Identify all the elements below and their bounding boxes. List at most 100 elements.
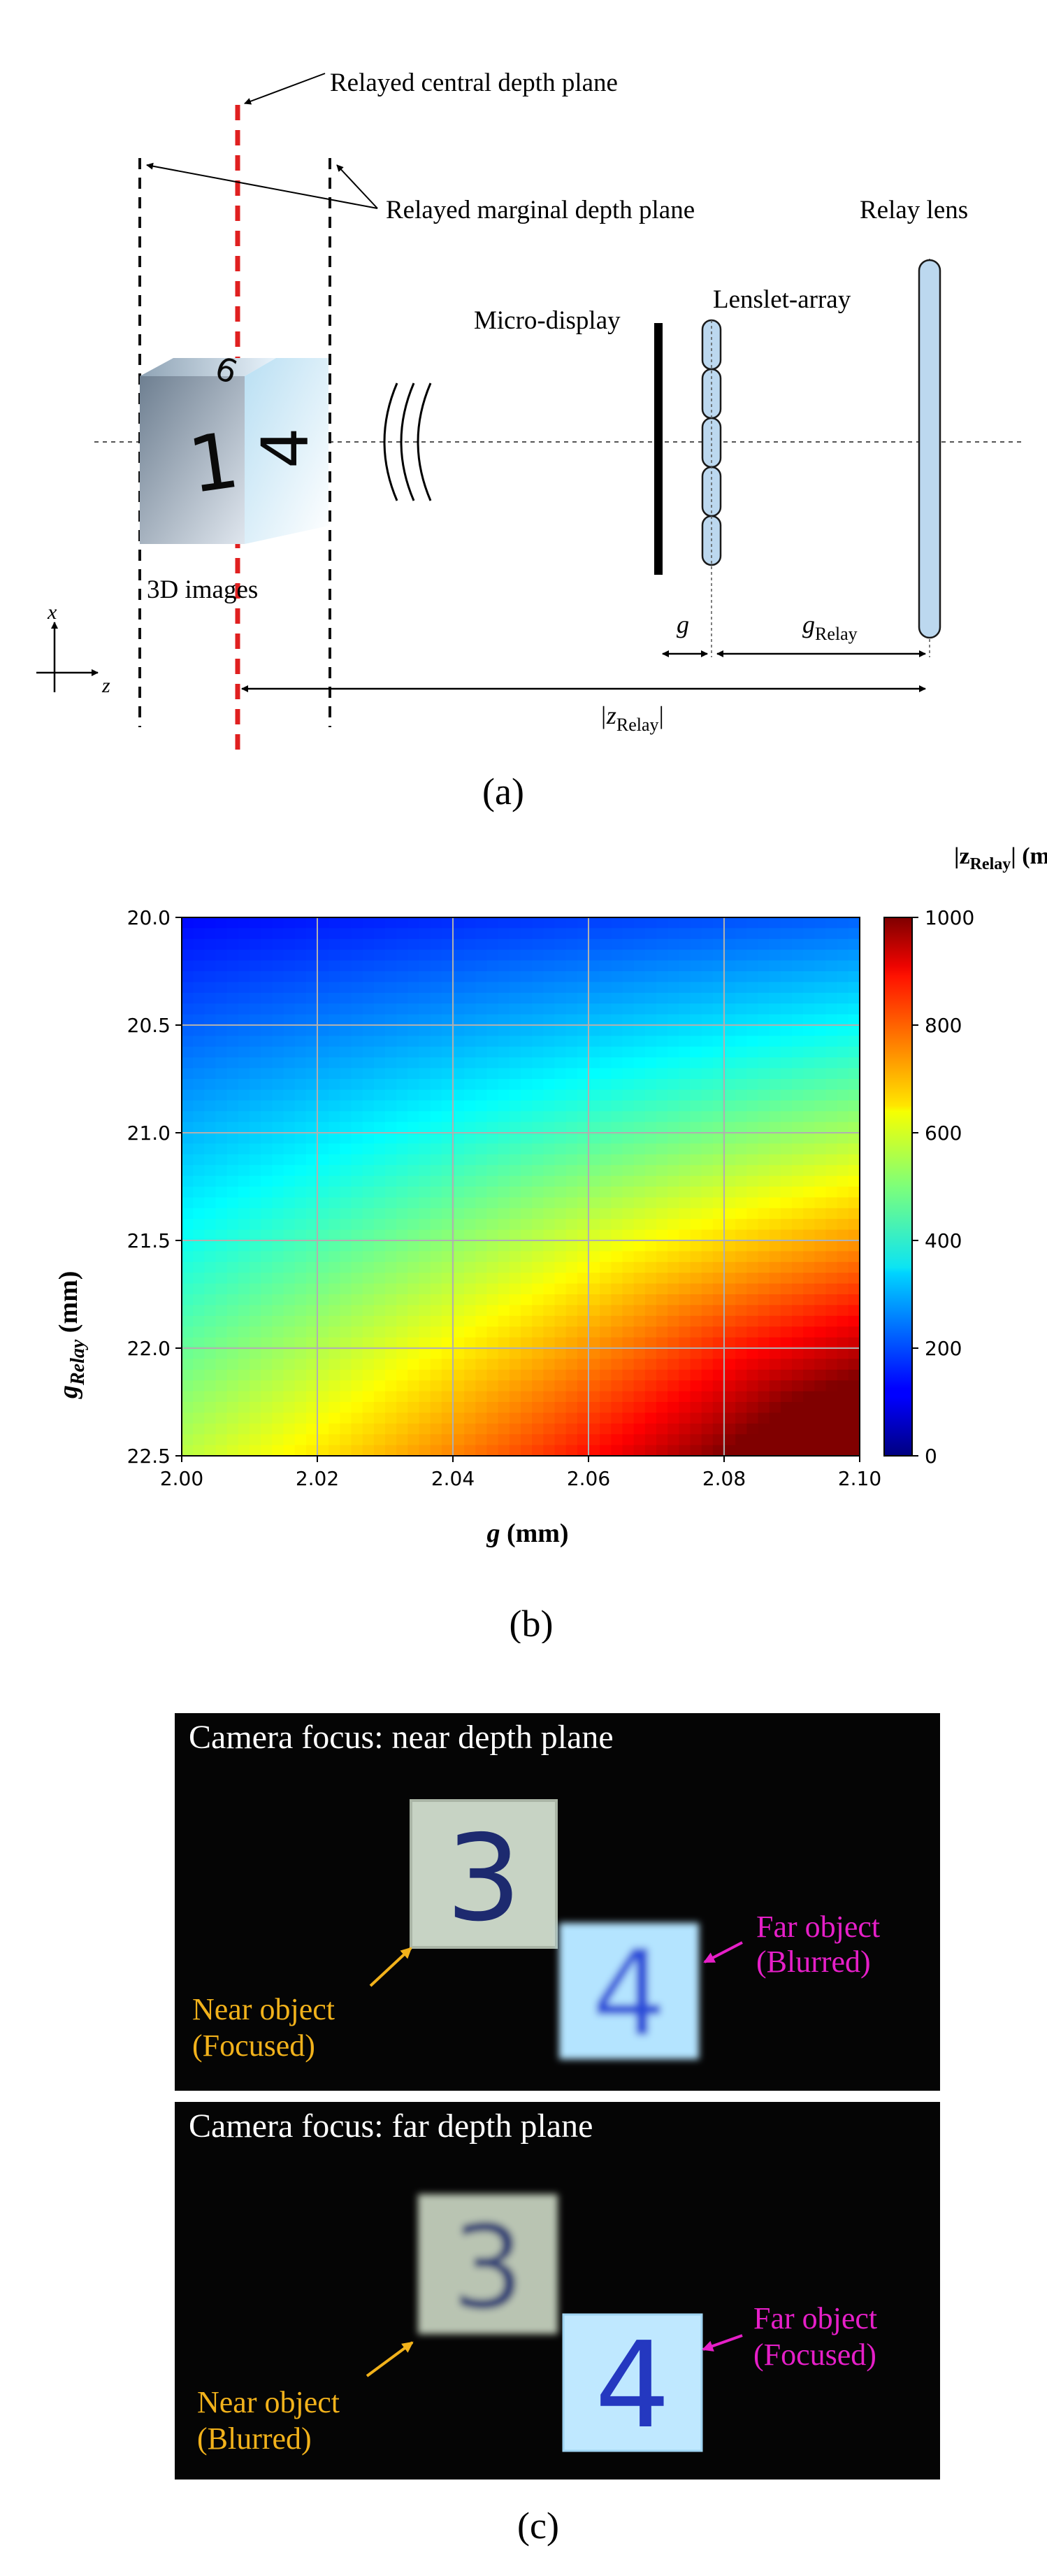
heatmap-cell <box>792 1068 804 1080</box>
heatmap-cell <box>294 1089 307 1101</box>
heatmap-cell <box>430 1219 442 1231</box>
heatmap-cell <box>758 1133 770 1144</box>
heatmap-cell <box>498 950 510 961</box>
heatmap-cell <box>565 1294 578 1305</box>
heatmap-cell <box>690 1068 702 1080</box>
heatmap-cell <box>780 1337 793 1349</box>
heatmap-cell <box>712 1122 725 1133</box>
heatmap-cell <box>679 1283 691 1295</box>
heatmap-cell <box>554 1294 567 1305</box>
heatmap-cell <box>453 1122 465 1133</box>
heatmap-cell <box>272 960 284 972</box>
heatmap-cell <box>250 1133 261 1144</box>
heatmap-cell <box>182 1326 194 1338</box>
heatmap-cell <box>803 1219 815 1231</box>
heatmap-cell <box>679 1089 691 1101</box>
far-label-top-1: Far object <box>756 1910 880 1944</box>
heatmap-cell <box>521 982 533 994</box>
heatmap-cell <box>735 1175 747 1187</box>
heatmap-cell <box>532 1283 544 1295</box>
heatmap-cell <box>283 1337 296 1349</box>
heatmap-cell <box>261 1133 273 1144</box>
heatmap-cell <box>283 1294 296 1305</box>
heatmap-cell <box>532 1391 544 1403</box>
heatmap-cell <box>193 982 205 994</box>
heatmap-cell <box>690 982 702 994</box>
heatmap-cell <box>792 1197 804 1209</box>
heatmap-cell <box>679 1305 691 1317</box>
heatmap-cell <box>644 1240 657 1252</box>
heatmap-cell <box>351 1380 363 1392</box>
heatmap-cell <box>803 1003 815 1015</box>
heatmap-cell <box>272 1003 284 1015</box>
heatmap-cell <box>261 1359 273 1371</box>
heatmap-cell <box>589 982 600 994</box>
colorbar-tick-label: 800 <box>925 1014 962 1037</box>
heatmap-cell <box>509 1402 521 1413</box>
heatmap-cell <box>453 1434 465 1446</box>
heatmap-cell <box>250 1434 261 1446</box>
heatmap-cell <box>803 1133 815 1144</box>
heatmap-cell <box>182 1154 194 1166</box>
heatmap-cell <box>475 1359 488 1371</box>
heatmap-cell <box>589 1294 600 1305</box>
heatmap-cell <box>283 1025 296 1036</box>
heatmap-cell <box>814 1219 827 1231</box>
heatmap-cell <box>182 1261 194 1273</box>
heatmap-cell <box>633 938 646 950</box>
heatmap-cell <box>328 1434 340 1446</box>
heatmap-cell <box>803 1014 815 1026</box>
heatmap-cell <box>509 938 521 950</box>
heatmap-cell <box>780 1068 793 1080</box>
heatmap-cell <box>565 1046 578 1058</box>
heatmap-cell <box>656 1219 668 1231</box>
heatmap-cell <box>825 1003 838 1015</box>
heatmap-cell <box>396 1089 408 1101</box>
heatmap-cell <box>294 1391 307 1403</box>
heatmap-cell <box>328 917 340 929</box>
heatmap-cell <box>543 1025 556 1036</box>
heatmap-cell <box>373 1294 386 1305</box>
heatmap-cell <box>453 938 465 950</box>
heatmap-cell <box>792 1326 804 1338</box>
heatmap-cell <box>543 1305 556 1317</box>
heatmap-cell <box>712 1391 725 1403</box>
heatmap-cell <box>667 1089 679 1101</box>
heatmap-cell <box>317 982 329 994</box>
heatmap-cell <box>238 1197 250 1209</box>
heatmap-cell <box>825 992 838 1004</box>
heatmap-cell <box>498 1079 510 1090</box>
heatmap-cell <box>565 1348 578 1359</box>
heatmap-cell <box>724 950 736 961</box>
heatmap-cell <box>261 928 273 940</box>
heatmap-cell <box>486 1208 499 1219</box>
heatmap-cell <box>724 992 736 1004</box>
heatmap-cell <box>758 1240 770 1252</box>
heatmap-cell <box>328 1014 340 1026</box>
heatmap-cell <box>509 1014 521 1026</box>
heatmap-cell <box>272 982 284 994</box>
heatmap-cell <box>848 1402 860 1413</box>
heatmap-cell <box>521 1283 533 1295</box>
heatmap-cell <box>746 1187 759 1198</box>
heatmap-cell <box>305 1445 318 1457</box>
heatmap-cell <box>407 1111 420 1123</box>
heatmap-cell <box>746 1445 759 1457</box>
heatmap-cell <box>294 1229 307 1241</box>
heatmap-cell <box>226 1219 239 1231</box>
heatmap-cell <box>204 950 217 961</box>
heatmap-cell <box>690 1337 702 1349</box>
heatmap-cell <box>792 1036 804 1047</box>
heatmap-cell <box>600 1197 612 1209</box>
heatmap-cell <box>701 950 714 961</box>
heatmap-cell <box>362 1208 375 1219</box>
heatmap-cell <box>712 1079 725 1090</box>
heatmap-cell <box>690 971 702 982</box>
heatmap-cell <box>238 1025 250 1036</box>
heatmap-cell <box>837 950 849 961</box>
heatmap-cell <box>724 1165 736 1177</box>
heatmap-cell <box>712 1014 725 1026</box>
heatmap-cell <box>351 1315 363 1327</box>
heatmap-cell <box>305 938 318 950</box>
heatmap-cell <box>667 1369 679 1381</box>
